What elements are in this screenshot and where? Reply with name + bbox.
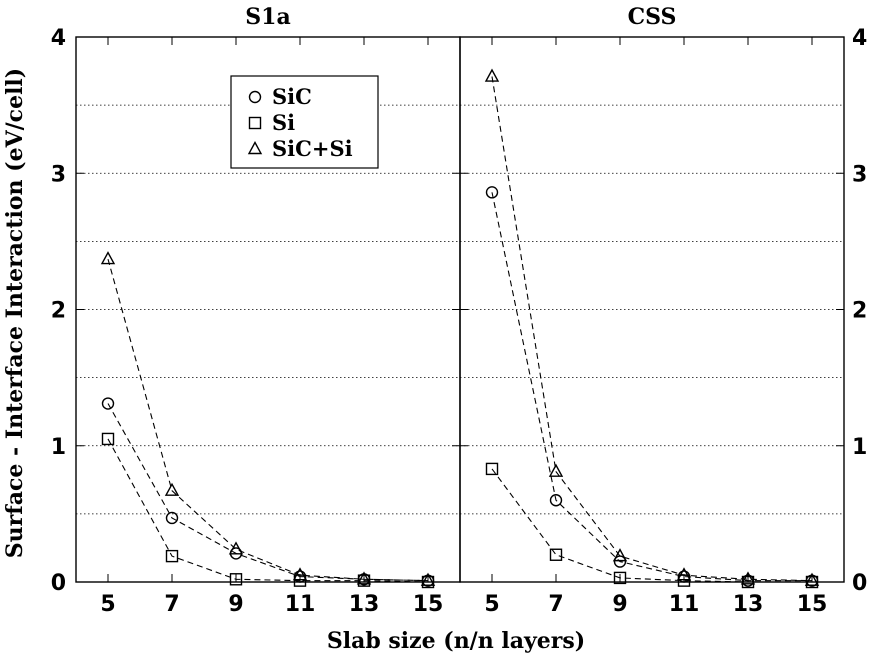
data-point-square [485,462,499,476]
y-tick-label-left: 2 [51,299,66,324]
data-point-triangle [612,548,628,562]
data-point-triangle [228,541,244,555]
panel-css: 5 7 9 11 13 15 CSS [459,4,845,617]
panel-title: CSS [628,4,677,30]
series-line-sic-plus-si [107,258,429,582]
y-tick-label-right: 2 [852,299,867,324]
legend-marker-triangle [247,141,263,155]
data-point-triangle [484,68,500,82]
panel-title: S1a [245,4,290,30]
x-tick-label: 11 [669,592,700,617]
data-point-circle [165,511,179,525]
data-point-triangle [420,572,436,586]
y-tick-label-right: 4 [852,26,867,51]
y-tick-label-right: 3 [852,162,867,187]
y-tick-label-left: 1 [51,435,66,460]
x-tick-label: 15 [797,592,828,617]
x-tick-label: 13 [733,592,764,617]
legend-marker-circle [248,90,262,104]
panel-s1a: 5 7 9 11 13 15 S1a [75,4,461,617]
x-tick-label: 11 [285,592,316,617]
data-point-circle [613,555,627,568]
y-axis-label: Surface - Interface Interaction (eV/cell… [2,68,28,558]
series-line-sic [107,403,429,582]
data-point-triangle [164,482,180,496]
data-point-square [101,432,115,446]
data-point-square [549,548,563,561]
series-line-si [491,468,812,583]
series-line-sic-plus-si [491,76,813,582]
y-tick-label-right: 0 [852,571,867,596]
x-tick-label: 9 [228,592,243,617]
data-point-triangle [740,571,756,585]
legend-label: SiC+Si [272,136,353,161]
y-tick-label-right: 1 [852,435,867,460]
data-point-triangle [100,251,116,265]
data-point-triangle [356,571,372,585]
data-point-triangle [548,463,564,477]
data-point-square [165,549,179,563]
data-point-square [229,573,243,586]
x-tick-label: 7 [548,592,563,617]
x-tick-label: 5 [100,592,115,617]
data-point-triangle [804,572,820,586]
y-tick-label-left: 3 [51,162,66,187]
series-line-si [107,438,429,583]
x-tick-label: 5 [484,592,499,617]
data-point-circle [101,397,115,410]
x-tick-label: 13 [349,592,380,617]
y-tick-label-left: 4 [51,26,66,51]
x-tick-label: 7 [164,592,179,617]
series-line-sic [491,192,812,582]
x-axis-label: Slab size (n/n layers) [327,628,585,654]
x-tick-label: 9 [612,592,627,617]
data-point-circle [549,494,563,507]
data-point-circle [485,186,499,199]
legend-marker-square [248,116,262,130]
y-tick-label-left: 0 [51,571,66,596]
x-tick-label: 15 [413,592,444,617]
legend-label: Si [272,110,295,135]
legend-label: SiC [272,84,312,109]
panel-frame [459,36,845,583]
data-point-square [613,571,627,585]
